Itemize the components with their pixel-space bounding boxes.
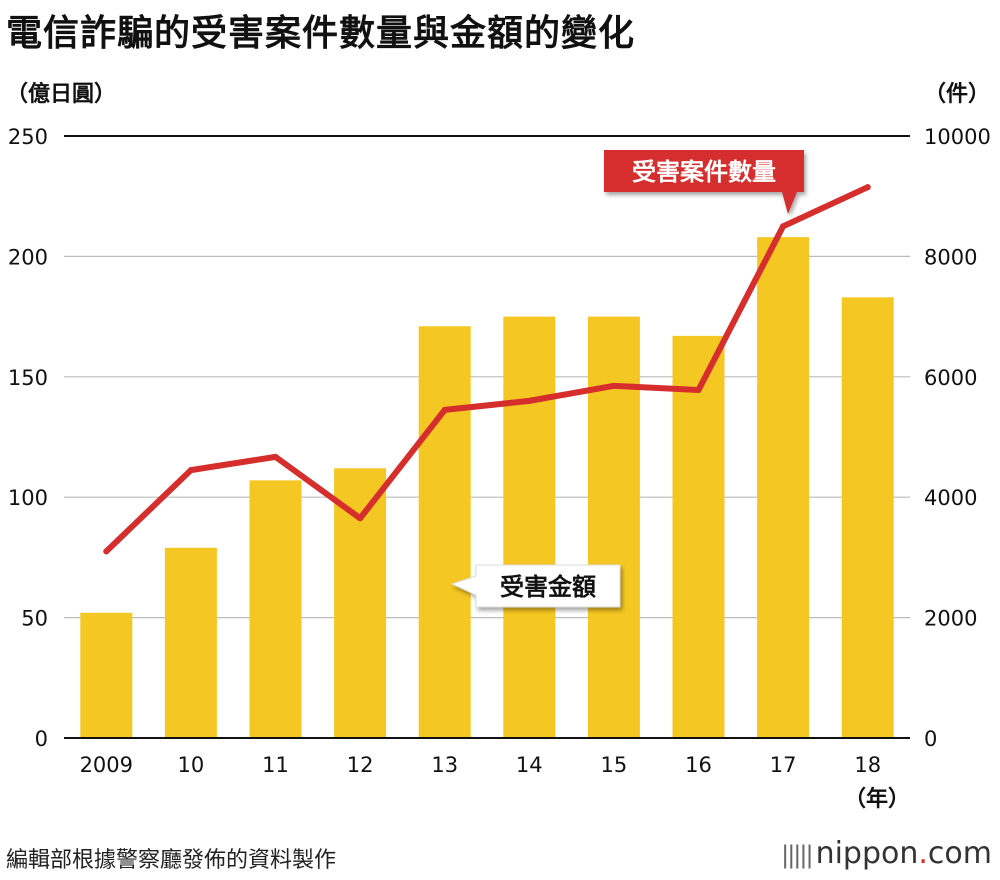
- bar: [587, 316, 640, 738]
- x-tick-label: 16: [685, 753, 712, 777]
- right-tick-label: 8000: [924, 245, 977, 269]
- line-point: [187, 467, 194, 474]
- line-series: [103, 184, 871, 555]
- line-point: [695, 387, 702, 394]
- right-tick-label: 6000: [924, 366, 977, 390]
- x-tick-label: 18: [854, 753, 881, 777]
- brand-suffix: com: [927, 836, 992, 871]
- left-tick-label: 0: [35, 727, 48, 751]
- left-tick-label: 100: [8, 486, 48, 510]
- bar: [841, 297, 894, 738]
- x-tick-label: 10: [178, 753, 205, 777]
- brand-mark-icon: |||||: [781, 841, 813, 869]
- left-tick-label: 200: [8, 245, 48, 269]
- axes: 0 50 100 150 200 250 0 2000 4000 6000 8000 10000 200…: [8, 125, 991, 777]
- right-axis-unit: （件）: [923, 82, 990, 107]
- bar: [164, 547, 217, 738]
- bar: [503, 316, 556, 738]
- bar: [249, 480, 302, 738]
- source-note: 編輯部根據警察廳發佈的資料製作: [6, 848, 337, 873]
- bar: [418, 326, 471, 738]
- right-tick-label: 10000: [924, 125, 991, 149]
- right-tick-label: 4000: [924, 486, 977, 510]
- x-tick-label: 13: [431, 753, 458, 777]
- line-point: [103, 548, 110, 555]
- right-tick-label: 2000: [924, 607, 977, 631]
- left-tick-label: 150: [8, 366, 48, 390]
- bar-series-label: 受害金額: [450, 564, 621, 608]
- brand-dot: .: [918, 836, 928, 871]
- line-series-label-text: 受害案件數量: [632, 158, 776, 186]
- line-point: [780, 223, 787, 230]
- line-point: [357, 515, 364, 522]
- left-axis-unit: （億日圓）: [6, 82, 117, 107]
- x-tick-label: 2009: [80, 753, 133, 777]
- line-point: [864, 184, 871, 191]
- x-tick-label: 14: [516, 753, 543, 777]
- bar: [80, 612, 133, 738]
- bar-series: [80, 237, 894, 739]
- bar: [757, 237, 810, 739]
- right-tick-label: 0: [924, 727, 937, 751]
- bar: [672, 335, 725, 738]
- brand-logo[interactable]: ||||| nippon.com: [781, 836, 992, 871]
- x-tick-label: 12: [347, 753, 374, 777]
- x-axis-unit: （年）: [844, 786, 910, 812]
- series-line: [103, 184, 871, 555]
- chart-title: 電信詐騙的受害案件數量與金額的變化: [6, 13, 636, 54]
- left-tick-label: 50: [21, 607, 48, 631]
- x-tick-label: 11: [262, 753, 289, 777]
- x-tick-label: 15: [601, 753, 628, 777]
- bar-series-label-text: 受害金額: [500, 573, 596, 601]
- x-tick-label: 17: [770, 753, 797, 777]
- line-point: [610, 382, 617, 389]
- line-point: [441, 406, 448, 413]
- bar: [334, 468, 387, 738]
- line-series-label: 受害案件數量: [604, 150, 804, 214]
- line-point: [272, 453, 279, 460]
- brand-name: nippon: [815, 836, 919, 871]
- line-point: [526, 397, 533, 404]
- left-tick-label: 250: [8, 125, 48, 149]
